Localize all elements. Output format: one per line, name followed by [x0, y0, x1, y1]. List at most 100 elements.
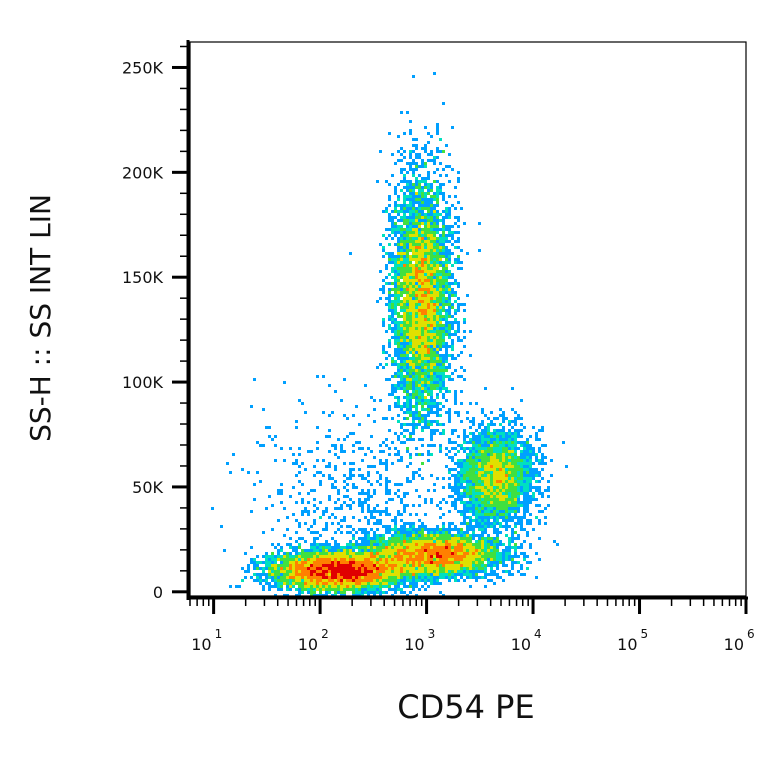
density-cell	[394, 552, 397, 555]
density-cell	[538, 504, 541, 507]
density-cell	[439, 285, 442, 288]
density-cell	[454, 474, 457, 477]
density-cell	[397, 420, 400, 423]
density-cell	[427, 402, 430, 405]
density-cell	[511, 492, 514, 495]
density-cell	[427, 459, 430, 462]
density-cell	[487, 477, 490, 480]
density-cell	[538, 429, 541, 432]
density-cell	[310, 561, 313, 564]
density-cell	[409, 246, 412, 249]
density-cell	[322, 588, 325, 591]
density-cell	[493, 501, 496, 504]
density-cell	[514, 441, 517, 444]
density-cell	[418, 558, 421, 561]
density-cell	[424, 243, 427, 246]
density-cell	[391, 267, 394, 270]
density-cell	[331, 570, 334, 573]
density-cell	[520, 444, 523, 447]
density-cell	[364, 540, 367, 543]
density-cell	[409, 561, 412, 564]
density-cell	[463, 564, 466, 567]
density-cell	[436, 393, 439, 396]
density-cell	[403, 258, 406, 261]
density-cell	[451, 522, 454, 525]
density-cell	[406, 300, 409, 303]
density-cell	[400, 285, 403, 288]
density-cell	[433, 156, 436, 159]
density-cell	[397, 288, 400, 291]
density-cell	[445, 273, 448, 276]
x-tick-label: 10	[298, 635, 318, 654]
density-cell	[499, 438, 502, 441]
density-cell	[406, 264, 409, 267]
density-cell	[310, 450, 313, 453]
density-cell	[391, 276, 394, 279]
density-cell	[484, 429, 487, 432]
density-cell	[403, 216, 406, 219]
density-cell	[376, 528, 379, 531]
density-cell	[328, 462, 331, 465]
density-cell	[418, 165, 421, 168]
density-cell	[406, 531, 409, 534]
density-cell	[445, 357, 448, 360]
density-cell	[388, 543, 391, 546]
density-cell	[481, 552, 484, 555]
density-cell	[511, 483, 514, 486]
density-cell	[415, 195, 418, 198]
density-cell	[442, 252, 445, 255]
density-cell	[466, 294, 469, 297]
density-cell	[454, 453, 457, 456]
density-cell	[349, 564, 352, 567]
density-cell	[394, 525, 397, 528]
density-cell	[520, 486, 523, 489]
density-cell	[451, 294, 454, 297]
density-cell	[442, 222, 445, 225]
density-cell	[433, 429, 436, 432]
density-cell	[388, 498, 391, 501]
density-cell	[388, 540, 391, 543]
density-cell	[424, 213, 427, 216]
density-cell	[271, 567, 274, 570]
density-cell	[448, 231, 451, 234]
density-cell	[424, 252, 427, 255]
density-cell	[376, 546, 379, 549]
density-cell	[442, 267, 445, 270]
density-cell	[463, 561, 466, 564]
density-cell	[445, 210, 448, 213]
density-cell	[370, 543, 373, 546]
density-cell	[409, 264, 412, 267]
density-cell	[424, 261, 427, 264]
density-cell	[427, 363, 430, 366]
density-cell	[418, 156, 421, 159]
density-cell	[316, 558, 319, 561]
density-cell	[436, 306, 439, 309]
density-cell	[397, 225, 400, 228]
density-cell	[388, 183, 391, 186]
density-cell	[505, 483, 508, 486]
density-cell	[466, 558, 469, 561]
density-cell	[286, 528, 289, 531]
density-cell	[409, 591, 412, 594]
density-cell	[460, 537, 463, 540]
density-cell	[427, 231, 430, 234]
density-cell	[358, 588, 361, 591]
density-cell	[277, 582, 280, 585]
density-cell	[430, 366, 433, 369]
density-cell	[487, 417, 490, 420]
density-cell	[439, 414, 442, 417]
density-cell	[364, 555, 367, 558]
density-cell	[436, 555, 439, 558]
density-cell	[403, 273, 406, 276]
density-cell	[445, 201, 448, 204]
density-cell	[325, 546, 328, 549]
density-cell	[343, 474, 346, 477]
x-tick-label: 10	[191, 635, 211, 654]
density-cell	[421, 177, 424, 180]
density-cell	[418, 378, 421, 381]
density-cell	[349, 252, 352, 255]
density-cell	[319, 579, 322, 582]
density-cell	[460, 447, 463, 450]
density-cell	[472, 423, 475, 426]
density-cell	[370, 450, 373, 453]
